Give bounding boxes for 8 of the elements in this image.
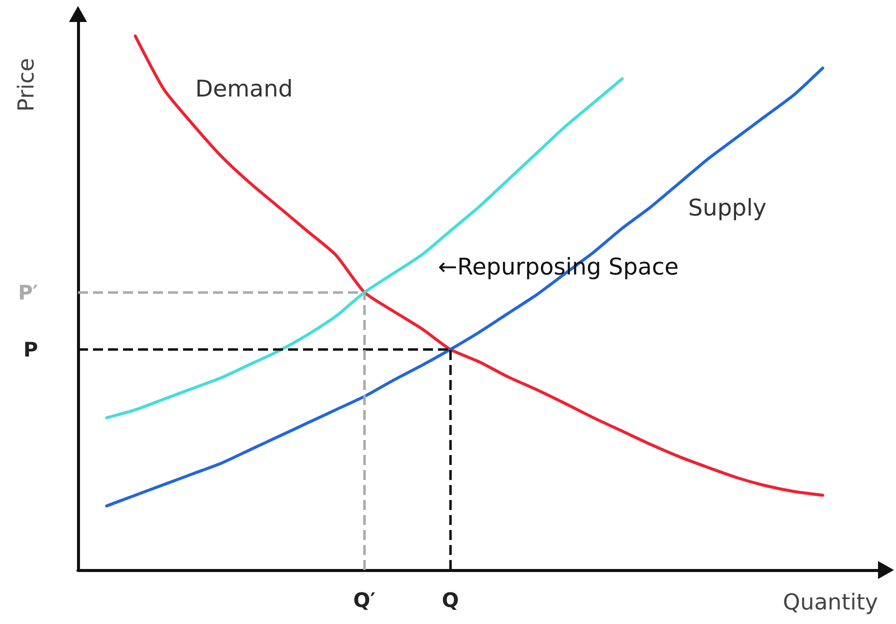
ref-line-label: P′ xyxy=(18,280,38,304)
x-axis-title: Quantity xyxy=(782,590,878,616)
ref-line-label: P xyxy=(23,337,38,362)
series-label: Supply xyxy=(688,195,767,222)
x-tick-label: Q′ xyxy=(353,588,376,612)
series-label: Demand xyxy=(195,76,293,103)
x-tick-label: Q xyxy=(442,588,459,612)
y-axis-title: Price xyxy=(14,58,40,112)
